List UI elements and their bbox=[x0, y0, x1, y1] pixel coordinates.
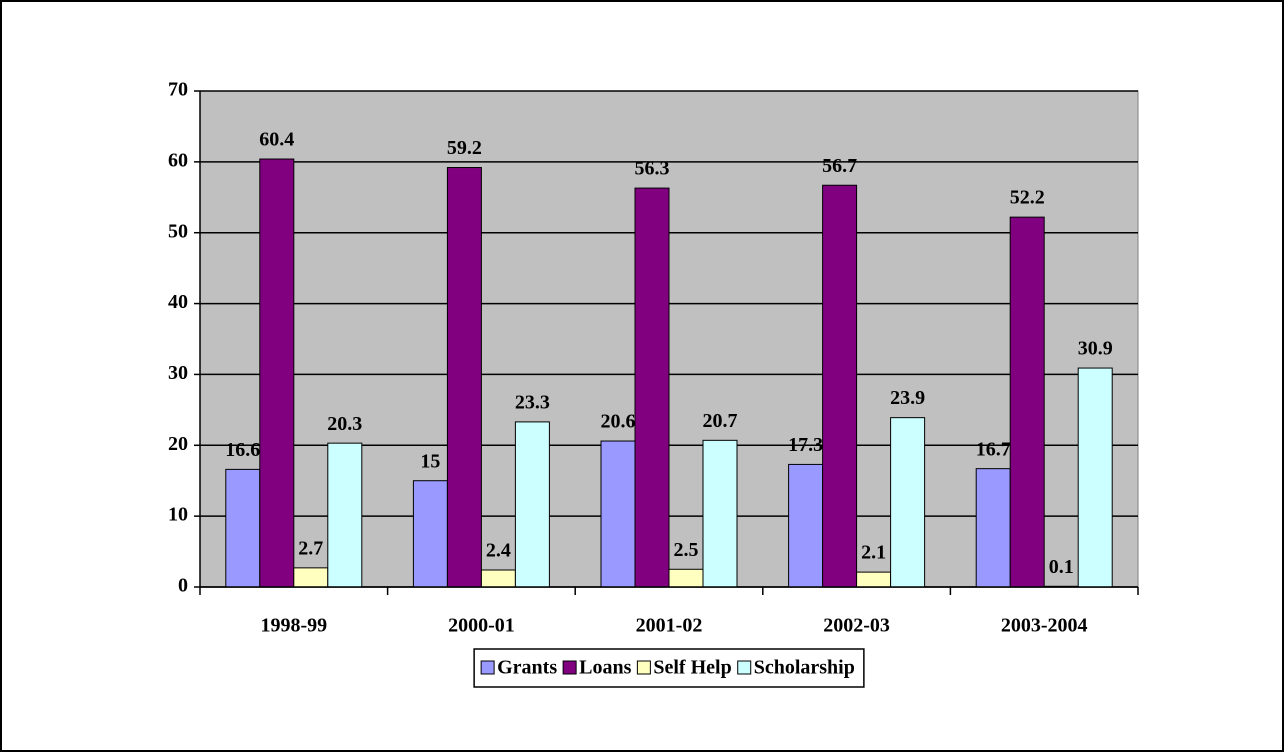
bar bbox=[890, 417, 926, 588]
y-tick-label: 20 bbox=[168, 433, 188, 455]
y-tick-label: 10 bbox=[168, 504, 188, 526]
data-label: 23.9 bbox=[890, 387, 925, 409]
bar bbox=[975, 468, 1011, 588]
x-tick-label: 2002-03 bbox=[823, 615, 890, 637]
data-label: 56.3 bbox=[635, 158, 670, 180]
data-label: 15 bbox=[420, 450, 440, 472]
x-tick-label: 1998-99 bbox=[260, 615, 327, 637]
legend-label: Loans bbox=[579, 657, 631, 679]
data-label: 2.1 bbox=[861, 542, 886, 564]
data-label: 0.1 bbox=[1049, 556, 1074, 578]
data-label: 52.2 bbox=[1010, 187, 1045, 209]
bar bbox=[480, 569, 516, 588]
data-label: 23.3 bbox=[515, 391, 550, 413]
y-tick-label: 0 bbox=[178, 575, 188, 597]
data-label: 59.2 bbox=[447, 137, 482, 159]
legend-swatch bbox=[737, 660, 752, 675]
data-label: 20.6 bbox=[601, 411, 636, 433]
y-tick-label: 70 bbox=[168, 79, 188, 101]
x-tick-label: 2000-01 bbox=[448, 615, 515, 637]
y-tick-label: 50 bbox=[168, 220, 188, 242]
data-label: 2.5 bbox=[674, 539, 699, 561]
bar bbox=[293, 567, 329, 588]
data-label: 56.7 bbox=[822, 155, 857, 177]
bar bbox=[822, 184, 858, 588]
legend bbox=[473, 648, 865, 688]
data-label: 2.4 bbox=[486, 540, 511, 562]
legend-swatch bbox=[636, 660, 651, 675]
data-label: 30.9 bbox=[1078, 338, 1113, 360]
bar bbox=[412, 480, 448, 588]
y-tick-label: 60 bbox=[168, 149, 188, 171]
legend-label: Self Help bbox=[653, 657, 731, 679]
bar bbox=[514, 421, 550, 588]
x-tick-label: 2001-02 bbox=[636, 615, 703, 637]
data-label: 16.6 bbox=[225, 439, 260, 461]
data-label: 20.3 bbox=[327, 413, 362, 435]
bar bbox=[702, 439, 738, 588]
bar bbox=[259, 158, 295, 588]
y-tick-label: 30 bbox=[168, 362, 188, 384]
x-tick-label: 2003-2004 bbox=[1001, 615, 1088, 637]
bar bbox=[225, 468, 261, 588]
bar bbox=[446, 167, 482, 588]
data-label: 20.7 bbox=[703, 410, 738, 432]
bar bbox=[1077, 367, 1113, 588]
data-label: 2.7 bbox=[298, 537, 323, 559]
bar bbox=[600, 440, 636, 588]
data-label: 17.3 bbox=[788, 434, 823, 456]
legend-swatch bbox=[480, 660, 495, 675]
bar bbox=[327, 442, 363, 588]
data-label: 60.4 bbox=[259, 129, 294, 151]
y-tick-label: 40 bbox=[168, 291, 188, 313]
bar bbox=[1009, 216, 1045, 588]
legend-label: Scholarship bbox=[754, 657, 855, 679]
legend-label: Grants bbox=[497, 657, 557, 679]
legend-swatch bbox=[562, 660, 577, 675]
bar bbox=[668, 568, 704, 588]
bar bbox=[634, 187, 670, 588]
bar bbox=[788, 463, 824, 588]
bar bbox=[856, 571, 892, 588]
data-label: 16.7 bbox=[976, 438, 1011, 460]
